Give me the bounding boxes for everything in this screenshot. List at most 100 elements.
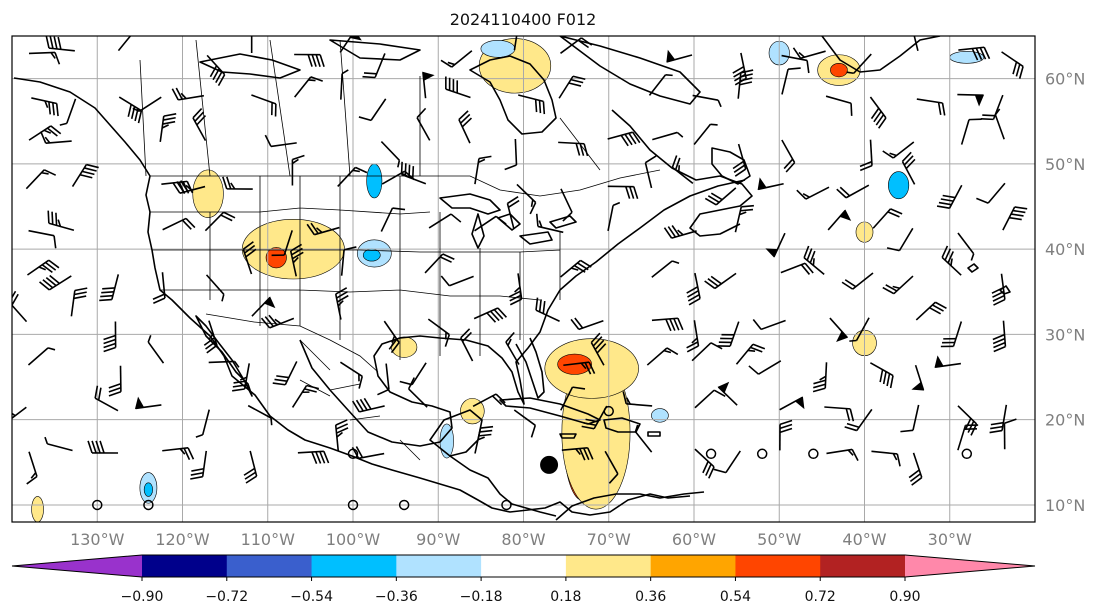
wind-barb [172, 180, 206, 194]
wind-barb [162, 446, 195, 461]
colorbar-label: −0.36 [375, 589, 418, 605]
field-area-19 [366, 163, 383, 199]
wind-barb [94, 385, 119, 412]
colorbar [11, 554, 1036, 578]
wind-barb [428, 213, 462, 229]
wind-barb [26, 451, 38, 485]
central-america-coastline [449, 455, 557, 517]
longitude-label: 80°W [501, 530, 545, 549]
wind-barb [134, 396, 162, 410]
wind-barb [692, 94, 722, 108]
wind-barb [504, 138, 518, 171]
wind-barb [872, 208, 903, 229]
wind-barb [535, 213, 564, 234]
wind-barb [358, 98, 387, 122]
wind-barb [458, 110, 473, 144]
wind-barb [781, 67, 801, 95]
wind-barb [694, 448, 715, 479]
wind-barb [911, 364, 925, 391]
wind-barb [39, 274, 72, 291]
wind-barb [28, 51, 61, 65]
wind-barb [422, 71, 435, 99]
map-frame [11, 35, 1036, 523]
latitude-label: 10°N [1045, 496, 1085, 515]
colorbar-high-extend [905, 555, 1035, 577]
wind-barb [59, 98, 77, 126]
latitude-tick-labels: 60°N 50°N 40°N 30°N 20°N 10°N [1045, 70, 1085, 515]
calm-wind-markers [92, 405, 973, 511]
wind-barb [513, 409, 537, 438]
wind-barb [506, 195, 520, 229]
field-area-24 [143, 482, 153, 497]
wind-barb [47, 210, 75, 231]
wind-barb [424, 253, 455, 274]
latitude-label: 60°N [1045, 70, 1085, 89]
field-area-13 [31, 496, 44, 522]
wind-barbs-layer [12, 36, 1028, 486]
great-lakes [439, 193, 577, 249]
wind-barb [1003, 418, 1017, 450]
wind-barb [765, 232, 786, 258]
wind-barb [440, 275, 474, 287]
hudson-bay-coastline [469, 55, 557, 135]
wind-barb [666, 49, 693, 63]
calm-circle [603, 405, 614, 417]
wind-barb [844, 408, 873, 432]
wind-barb [910, 36, 919, 51]
wind-barb [663, 225, 697, 239]
florida-coastline [515, 337, 545, 399]
wind-barb [792, 47, 826, 60]
south-america-coastline [555, 491, 705, 521]
wind-barb [1002, 206, 1028, 231]
wind-barb [796, 186, 830, 200]
wind-barb [427, 318, 451, 347]
wind-barb [44, 436, 73, 452]
wind-barb [941, 245, 962, 276]
colorbar-segment [226, 555, 313, 577]
wind-barb [989, 404, 1008, 434]
wind-barb [936, 184, 963, 209]
wind-barb [513, 36, 520, 51]
wind-barb [518, 94, 546, 115]
wind-barb [192, 108, 207, 142]
longitude-label: 70°W [587, 530, 631, 549]
wind-barb [473, 307, 508, 323]
wind-barb [871, 450, 901, 467]
wind-barb [204, 211, 236, 232]
wind-barb [340, 246, 357, 276]
wind-barb [590, 332, 607, 366]
wind-barb [40, 131, 72, 144]
wind-barb [28, 229, 57, 249]
wind-barb [243, 450, 258, 484]
colorbar-label: −0.54 [290, 589, 333, 605]
longitude-label: 30°W [928, 530, 972, 549]
wind-barb [28, 125, 62, 141]
colorbar-segment [396, 555, 482, 577]
wind-barb [886, 227, 914, 252]
wind-barb [250, 36, 253, 54]
colorbar-segment [565, 555, 652, 577]
field-area-8 [192, 169, 224, 218]
wind-barb [25, 169, 57, 190]
wind-barb [916, 98, 946, 116]
wind-barb [460, 328, 474, 362]
wind-barb [380, 207, 406, 232]
storm-center-marker [540, 455, 559, 474]
longitude-label: 90°W [416, 530, 460, 549]
wind-barb [859, 139, 873, 172]
wind-barb [306, 222, 340, 236]
wind-barb [232, 363, 251, 392]
latitude-label: 50°N [1045, 155, 1085, 174]
wind-barb [31, 97, 59, 117]
wind-barb [334, 419, 349, 452]
wind-barb [289, 243, 304, 277]
longitude-label: 130°W [70, 530, 125, 549]
wind-barb [634, 424, 653, 453]
wind-barb [472, 393, 506, 407]
calm-circle [756, 448, 768, 460]
colorbar-segment [481, 555, 567, 577]
wind-barb [560, 188, 573, 222]
wind-barb [704, 187, 737, 206]
wind-barb [12, 406, 27, 424]
wind-barb [272, 361, 298, 386]
